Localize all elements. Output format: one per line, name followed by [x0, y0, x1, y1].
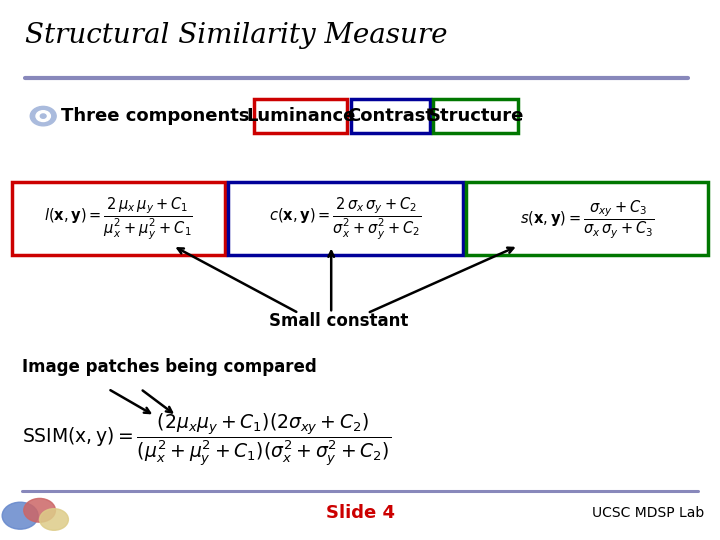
Text: $s(\mathbf{x},\mathbf{y})=\dfrac{\sigma_{xy}+C_3}{\sigma_x\,\sigma_y+C_3}$: $s(\mathbf{x},\mathbf{y})=\dfrac{\sigma_… [520, 198, 654, 240]
Circle shape [30, 106, 56, 126]
Circle shape [40, 509, 68, 530]
Text: Structural Similarity Measure: Structural Similarity Measure [25, 22, 448, 49]
Text: $c(\mathbf{x},\mathbf{y})=\dfrac{2\,\sigma_x\,\sigma_y+C_2}{\sigma_x^2+\sigma_y^: $c(\mathbf{x},\mathbf{y})=\dfrac{2\,\sig… [269, 195, 422, 242]
FancyBboxPatch shape [466, 182, 708, 255]
Text: Luminance: Luminance [246, 107, 355, 125]
Circle shape [40, 114, 46, 118]
Text: UCSC MDSP Lab: UCSC MDSP Lab [592, 506, 704, 520]
Circle shape [2, 502, 38, 529]
FancyBboxPatch shape [433, 99, 518, 133]
FancyBboxPatch shape [228, 182, 463, 255]
FancyBboxPatch shape [12, 182, 225, 255]
Text: Three components :: Three components : [61, 107, 269, 125]
Text: Image patches being compared: Image patches being compared [22, 358, 316, 376]
Text: Structure: Structure [428, 107, 523, 125]
Text: $\mathrm{SSIM}(\mathrm{x},\mathrm{y})=\dfrac{(2\mu_x\mu_y+C_1)(2\sigma_{xy}+C_2): $\mathrm{SSIM}(\mathrm{x},\mathrm{y})=\d… [22, 411, 391, 469]
FancyBboxPatch shape [254, 99, 347, 133]
Text: Slide 4: Slide 4 [325, 504, 395, 522]
FancyBboxPatch shape [351, 99, 430, 133]
Text: Small constant: Small constant [269, 312, 408, 330]
Text: $l(\mathbf{x},\mathbf{y})=\dfrac{2\,\mu_x\,\mu_y+C_1}{\mu_x^2+\mu_y^2+C_1}$: $l(\mathbf{x},\mathbf{y})=\dfrac{2\,\mu_… [45, 195, 193, 242]
Circle shape [24, 498, 55, 522]
Circle shape [36, 111, 50, 122]
Text: Contrast: Contrast [347, 107, 434, 125]
